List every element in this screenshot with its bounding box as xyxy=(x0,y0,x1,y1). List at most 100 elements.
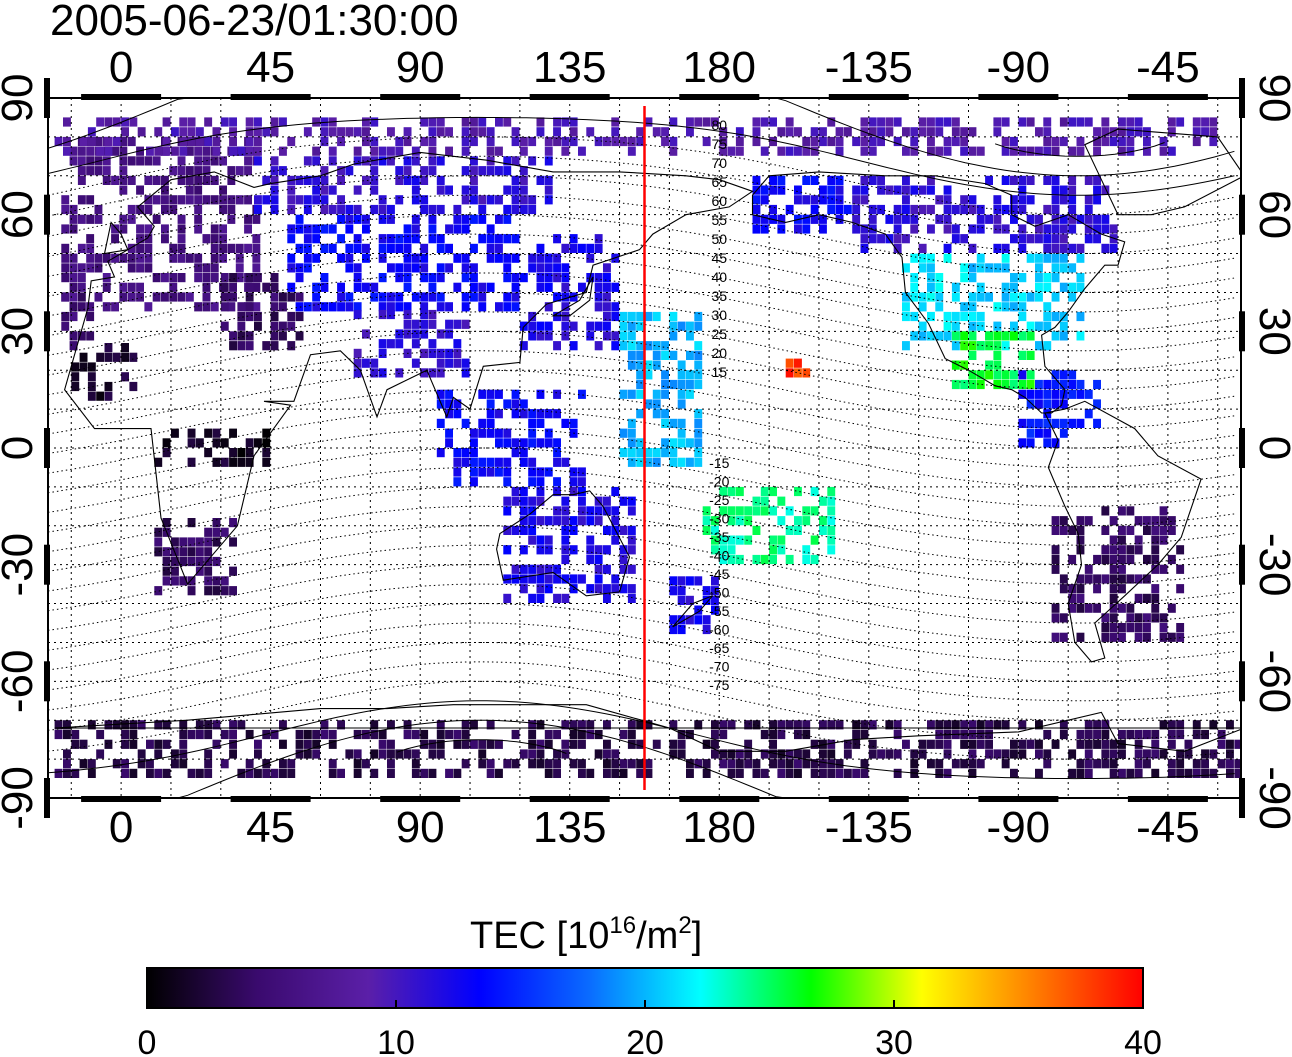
tec-cell xyxy=(627,448,636,458)
tec-cell xyxy=(669,311,678,322)
tec-cell xyxy=(202,282,211,292)
tec-cell xyxy=(943,720,952,730)
tec-cell xyxy=(968,127,977,137)
tec-cell xyxy=(1051,389,1060,399)
tec-cell xyxy=(1068,554,1077,565)
tec-cell xyxy=(968,720,977,730)
tec-cell xyxy=(1018,311,1027,322)
tec-cell xyxy=(553,593,561,603)
tec-cell xyxy=(794,146,802,156)
tec-cell xyxy=(129,117,138,127)
tec-cell xyxy=(229,341,237,351)
mag-contour xyxy=(48,505,1235,585)
tec-cell xyxy=(235,166,244,176)
tec-cell xyxy=(544,331,553,341)
tec-cell xyxy=(202,292,211,302)
tec-cell xyxy=(769,749,777,759)
tec-cell xyxy=(177,234,186,244)
tec-cell xyxy=(227,195,236,205)
tec-cell xyxy=(370,292,379,302)
tec-cell xyxy=(760,506,769,516)
tec-cell xyxy=(194,214,203,224)
tec-cell xyxy=(1101,214,1110,224)
tec-cell xyxy=(1143,574,1151,584)
tec-cell xyxy=(295,292,304,302)
tec-cell xyxy=(976,224,985,234)
tec-cell xyxy=(686,389,694,399)
tec-cell xyxy=(227,175,236,185)
tec-cell xyxy=(968,321,977,331)
tec-cell xyxy=(644,720,653,730)
tec-cell xyxy=(136,224,144,234)
tec-cell xyxy=(611,117,620,127)
tec-cell xyxy=(403,234,412,244)
tec-cell xyxy=(195,566,204,576)
tec-cell xyxy=(161,273,169,283)
tec-cell xyxy=(960,127,969,137)
frame-tick xyxy=(44,428,50,468)
tec-cell xyxy=(1010,234,1018,244)
tec-cell xyxy=(619,136,628,147)
tec-cell xyxy=(210,302,219,312)
tec-cell xyxy=(1134,593,1143,603)
tec-cell xyxy=(1234,768,1241,778)
tec-cell xyxy=(544,428,553,438)
tec-cell xyxy=(627,525,636,535)
tec-cell xyxy=(279,302,287,312)
tec-cell xyxy=(428,348,437,358)
tec-cell xyxy=(436,368,445,378)
tec-cell xyxy=(644,759,653,769)
tec-cell xyxy=(885,117,894,127)
tec-cell xyxy=(1035,749,1043,759)
tec-cell xyxy=(1076,389,1085,399)
tec-cell xyxy=(719,554,728,565)
tec-cell xyxy=(561,243,570,253)
right-lat-ticks: 9060300-30-60-90 xyxy=(1250,74,1292,830)
mag-contour xyxy=(48,525,1235,605)
tec-cell xyxy=(544,409,553,419)
tec-cell xyxy=(1018,438,1027,448)
tec-cell xyxy=(1101,224,1110,234)
tec-cell xyxy=(785,749,794,759)
tec-cell xyxy=(519,749,528,759)
tec-cell xyxy=(69,224,78,234)
tec-cell xyxy=(569,136,578,147)
tec-cell xyxy=(1001,243,1010,253)
tec-cell xyxy=(1018,117,1027,127)
tec-cell xyxy=(1059,613,1068,623)
tec-cell xyxy=(312,117,321,127)
tec-cell xyxy=(395,234,404,244)
tec-cell xyxy=(528,729,537,740)
tec-cell xyxy=(461,214,470,224)
tec-cell xyxy=(1018,224,1027,234)
tec-cell xyxy=(312,175,321,185)
tec-cell xyxy=(993,379,1002,390)
tec-cell xyxy=(752,224,761,234)
tec-cell xyxy=(279,292,287,302)
tec-cell xyxy=(1026,370,1035,380)
tec-cell xyxy=(951,321,960,331)
tec-cell xyxy=(1184,739,1193,749)
tec-cell xyxy=(445,329,453,339)
tec-cell xyxy=(171,576,179,586)
tec-cell xyxy=(794,486,802,497)
tec-cell xyxy=(235,273,244,283)
tec-cell xyxy=(252,214,261,224)
tec-cell xyxy=(544,273,553,283)
tec-cell xyxy=(287,253,296,263)
tec-cell xyxy=(320,127,329,137)
tec-cell xyxy=(619,448,628,458)
mag-contour xyxy=(48,447,1235,527)
tec-cell xyxy=(777,535,786,545)
tec-cell xyxy=(1126,574,1135,584)
tec-cell xyxy=(86,166,95,176)
tec-cell xyxy=(1093,146,1101,156)
tec-cell xyxy=(553,486,561,497)
tec-cell xyxy=(711,749,719,759)
tec-cell xyxy=(1084,195,1093,205)
tec-cell xyxy=(519,185,528,195)
tec-cell xyxy=(611,136,620,147)
tec-cell xyxy=(860,136,869,147)
tec-cell xyxy=(910,273,919,283)
tec-region xyxy=(702,486,836,565)
